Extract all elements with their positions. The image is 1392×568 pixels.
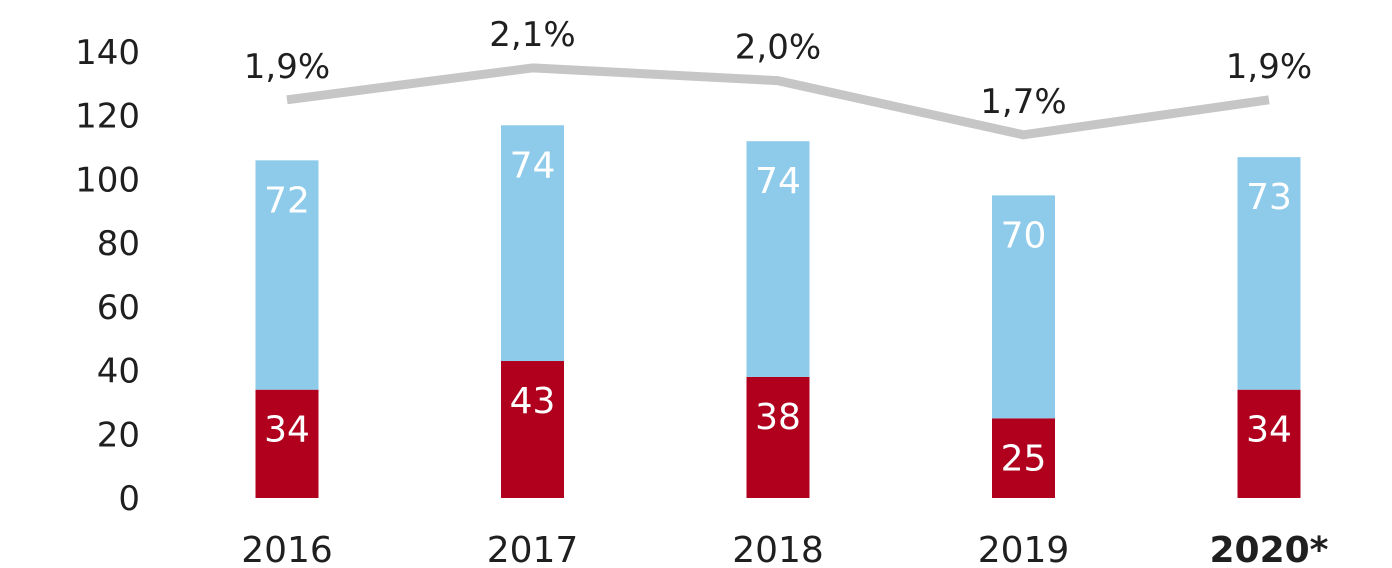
x-tick-label: 2020* — [1209, 530, 1328, 568]
bar-value-label: 34 — [1246, 410, 1292, 451]
x-axis: 2016 2017 2018 2019 2020* — [241, 530, 1328, 568]
x-tick-label: 2018 — [732, 530, 824, 568]
bar-segment-upper — [255, 160, 319, 390]
bar-value-label: 38 — [755, 397, 801, 438]
y-tick-label: 60 — [97, 288, 140, 328]
bar-segment-lower — [746, 376, 810, 498]
bar-segment-lower — [992, 418, 1055, 498]
bar-labels: 34 72 43 74 38 74 25 70 34 73 — [264, 145, 1292, 479]
bar-value-label: 72 — [264, 180, 310, 221]
x-tick-label: 2017 — [487, 530, 579, 568]
line-value-label: 2,1% — [489, 15, 575, 55]
bar-segment-upper — [992, 195, 1055, 419]
line-value-label: 1,9% — [1226, 47, 1312, 87]
y-tick-label: 140 — [75, 33, 140, 73]
y-tick-label: 0 — [118, 479, 140, 519]
bar-segment-lower — [501, 361, 564, 498]
bar-value-label: 74 — [510, 145, 556, 186]
percentage-line: 1,9% 2,1% 2,0% 1,7% 1,9% — [244, 15, 1312, 140]
y-axis: 0 20 40 60 80 100 120 140 — [75, 33, 140, 519]
bar-value-label: 70 — [1001, 215, 1047, 256]
x-tick-label: 2016 — [241, 530, 333, 568]
bar-value-label: 34 — [264, 410, 310, 451]
bar-segment-lower — [1237, 389, 1301, 498]
y-tick-label: 20 — [97, 415, 140, 455]
line-value-label: 1,9% — [244, 47, 330, 87]
bar-segment-upper — [1237, 157, 1301, 390]
y-tick-label: 80 — [97, 224, 140, 264]
y-tick-label: 40 — [97, 352, 140, 392]
bar-value-label: 43 — [510, 381, 556, 422]
bar-segment-upper — [746, 141, 810, 377]
bar-value-label: 74 — [755, 161, 801, 202]
bar-segment-lower — [255, 389, 319, 498]
bar-value-label: 73 — [1246, 177, 1292, 218]
y-tick-label: 100 — [75, 160, 140, 200]
bar-segment-upper — [501, 125, 564, 362]
percentage-line-path — [286, 63, 1270, 140]
bars — [255, 125, 1301, 498]
line-value-label: 1,7% — [980, 82, 1066, 122]
x-tick-label: 2019 — [978, 530, 1070, 568]
y-tick-label: 120 — [75, 97, 140, 137]
line-value-label: 2,0% — [735, 28, 821, 68]
bar-value-label: 25 — [1001, 438, 1047, 479]
